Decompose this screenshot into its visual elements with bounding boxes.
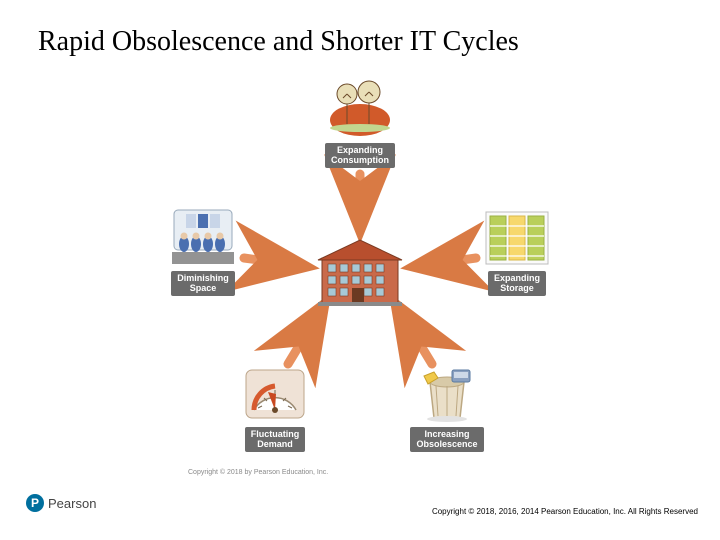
node-label: IncreasingObsolescence	[410, 427, 483, 452]
slide: Rapid Obsolescence and Shorter IT Cycles	[0, 0, 720, 540]
arrow-br	[398, 308, 432, 364]
trees-icon	[325, 80, 395, 140]
arrow-bl	[288, 308, 322, 364]
node-label: ExpandingConsumption	[325, 143, 395, 168]
brand-logo: P Pearson	[26, 494, 96, 512]
node-expanding-storage: ExpandingStorage	[474, 208, 560, 296]
slide-copyright: Copyright © 2018, 2016, 2014 Pearson Edu…	[432, 507, 698, 516]
it-cycle-diagram: ExpandingConsumption Expan	[160, 80, 560, 460]
arrow-right	[418, 258, 476, 266]
node-label: DiminishingSpace	[171, 271, 235, 296]
node-expanding-consumption: ExpandingConsumption	[317, 80, 403, 168]
racks-icon	[482, 208, 552, 268]
pearson-badge-icon: P	[26, 494, 44, 512]
diagram-copyright: Copyright © 2018 by Pearson Education, I…	[188, 469, 328, 476]
node-increasing-obsolescence: IncreasingObsolescence	[404, 364, 490, 452]
node-fluctuating-demand: FluctuatingDemand	[232, 364, 318, 452]
node-label: FluctuatingDemand	[245, 427, 306, 452]
crowd-icon	[168, 208, 238, 268]
gauge-icon	[240, 364, 310, 424]
center-building-icon	[310, 230, 410, 310]
node-label: ExpandingStorage	[488, 271, 546, 296]
page-title: Rapid Obsolescence and Shorter IT Cycles	[38, 26, 519, 58]
node-diminishing-space: DiminishingSpace	[160, 208, 246, 296]
arrow-left	[244, 258, 302, 266]
brand-name: Pearson	[48, 496, 96, 511]
bin-icon	[412, 364, 482, 424]
